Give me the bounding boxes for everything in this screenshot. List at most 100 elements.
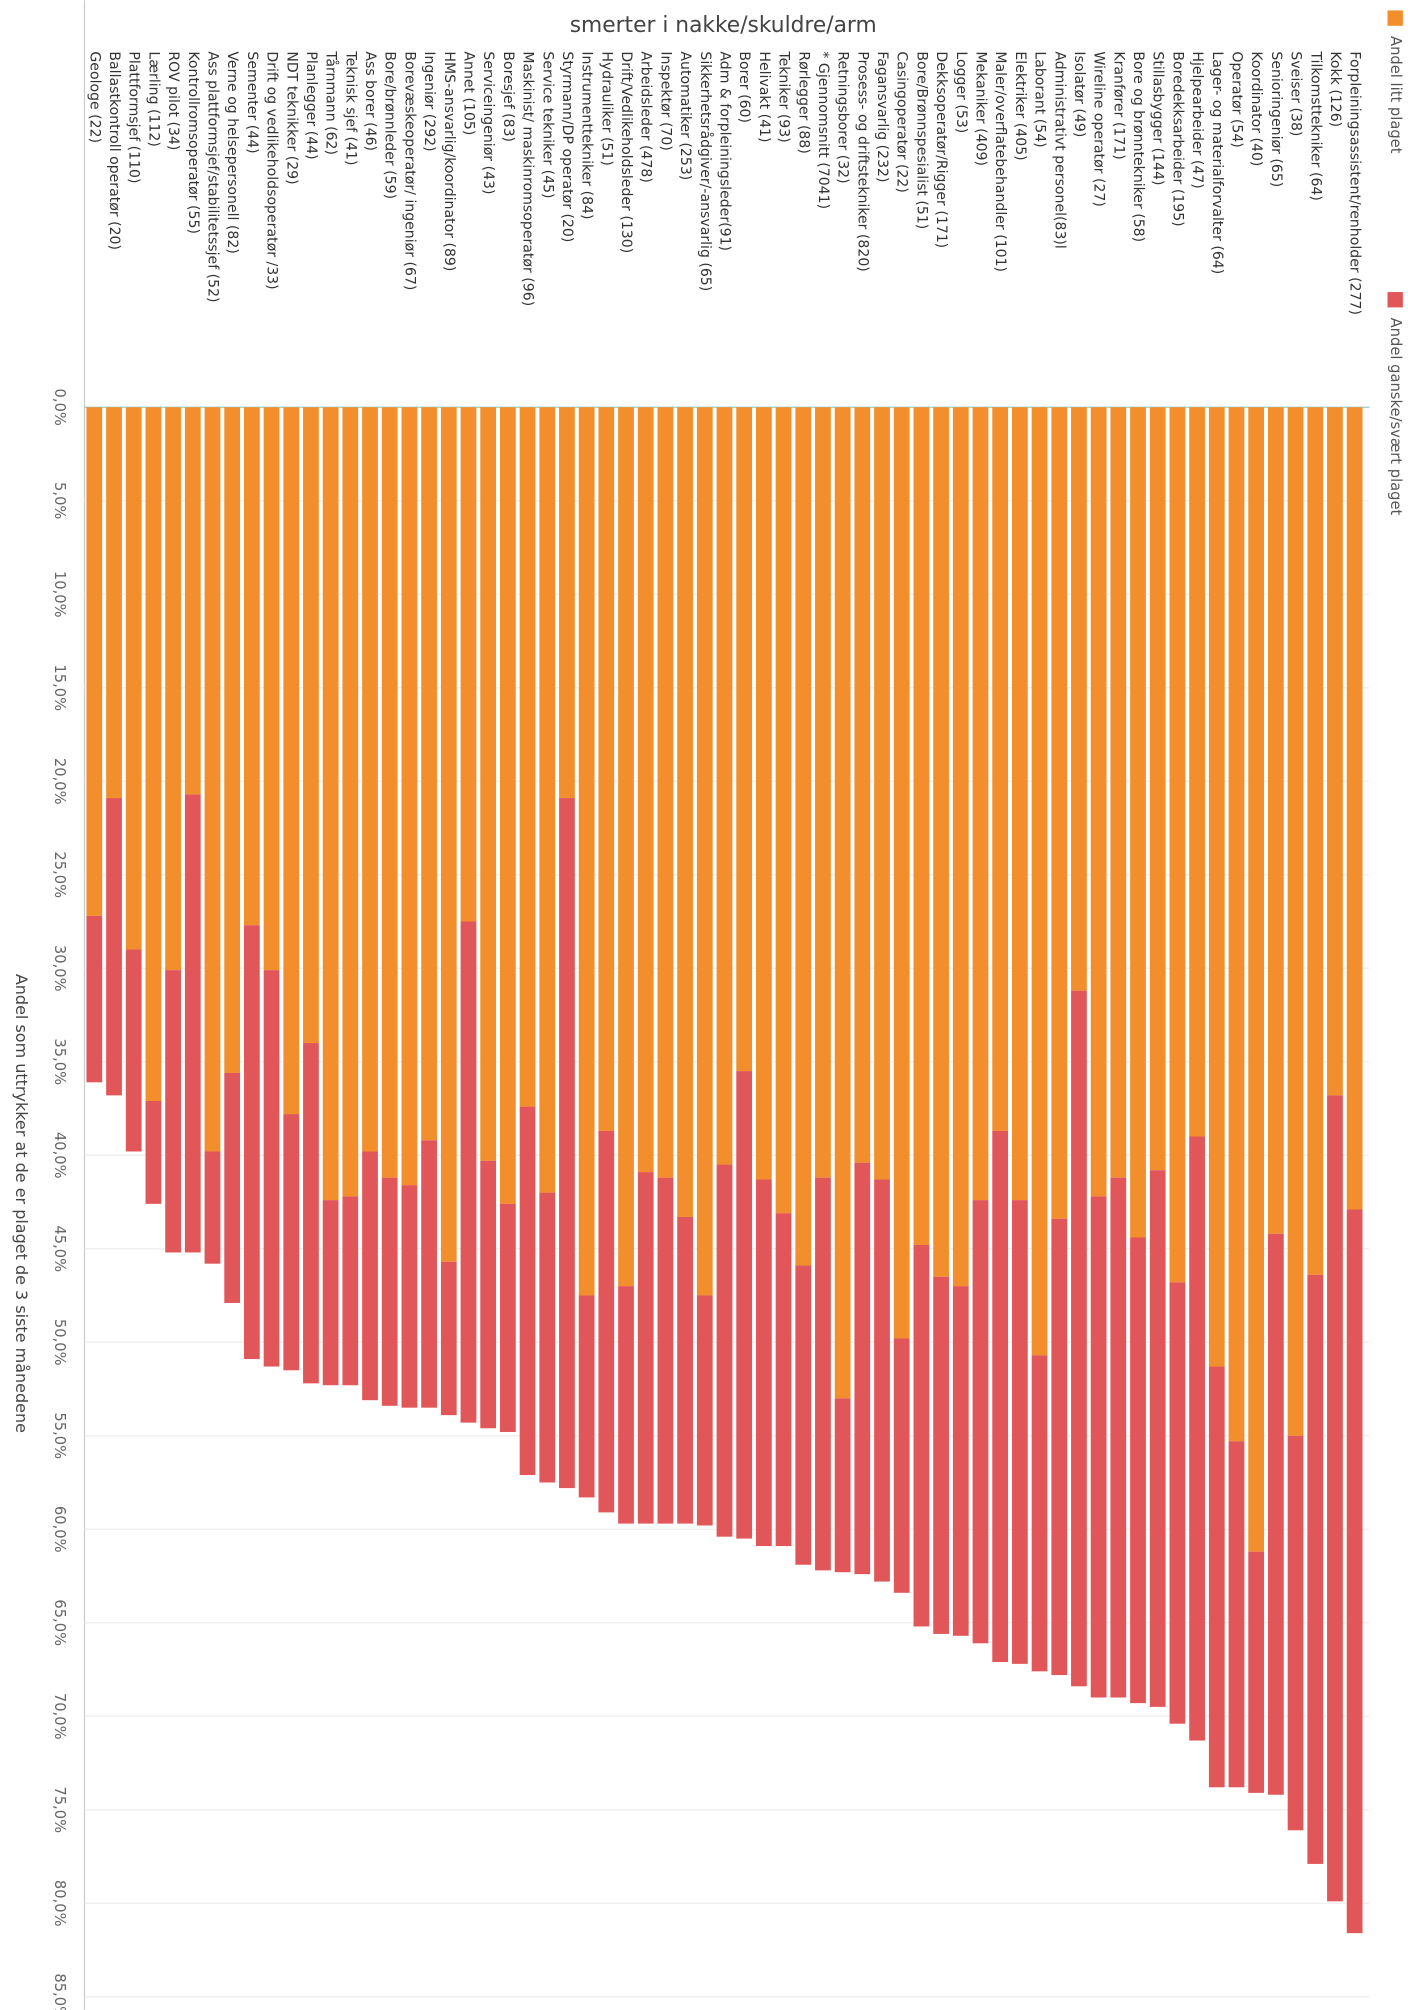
bar-segment (716, 1164, 733, 1537)
bar-segment (362, 407, 378, 1152)
bar-segment (1130, 407, 1146, 1238)
bar-segment (204, 1151, 221, 1264)
x-tick-label: Tilkomsttekniker (64) (1307, 50, 1323, 200)
x-tick-label: Kontrollromsoperatør (55) (185, 51, 201, 234)
x-tick-label: Elektriker (405) (1012, 51, 1028, 160)
y-tick-label: 85,0% (51, 1973, 68, 2010)
x-tick-label: Laborant (54) (1032, 51, 1048, 147)
bar-segment (381, 407, 398, 1178)
x-tick-label: Boredekksarbeider (195) (1169, 51, 1185, 226)
bar-segment (657, 407, 674, 1178)
bar-segment (1090, 407, 1107, 1197)
bar-segment (480, 407, 497, 1161)
x-tick-label: Forpleiningsassistent/renholder (277) (1347, 51, 1363, 315)
x-tick-label: NDT teknikker (29) (283, 51, 299, 184)
x-tick-label: Senioringeniør (65) (1268, 51, 1284, 187)
x-tick-label: Maskinist/ maskinromsoperatør (96) (520, 51, 536, 306)
bar-segment (893, 407, 910, 1339)
bar-segment (677, 1216, 693, 1524)
bar-segment (637, 1172, 654, 1524)
x-tick-label: Stillasbygger (144) (1150, 51, 1166, 185)
x-tick-label: Arbeidsleder (478) (638, 51, 654, 183)
bar-segment (795, 407, 812, 1266)
bar-segment (460, 407, 477, 922)
bar-segment (1071, 407, 1087, 991)
bar-segment (854, 1162, 871, 1575)
x-tick-label: Instrumenttekniker (84) (579, 51, 595, 219)
bar-segment (1248, 1551, 1265, 1793)
legend-label: Andel ganske/svært plaget (1387, 318, 1404, 516)
bar-segment (578, 1295, 595, 1498)
bar-segment (1346, 407, 1363, 1210)
bar-segment (1189, 407, 1205, 1137)
bar-segment (322, 407, 339, 1201)
y-tick-label: 75,0% (51, 1786, 68, 1833)
bar-segment (342, 1196, 359, 1386)
bar-segment (992, 1130, 1009, 1662)
y-tick-label: 55,0% (51, 1412, 68, 1459)
bar-segment (736, 407, 753, 1072)
bar-segment (1267, 407, 1284, 1234)
bar-segment (1090, 1196, 1107, 1698)
y-tick-label: 35,0% (51, 1038, 68, 1085)
bar-segment (263, 970, 280, 1367)
bar-segment (1149, 1170, 1166, 1707)
y-tick-label: 60,0% (51, 1506, 68, 1553)
x-tick-label: Verne og helsepersonell (82) (224, 51, 240, 253)
x-tick-label: Annet (105) (460, 51, 476, 135)
bar-segment (1169, 1282, 1186, 1724)
bar-segment (106, 798, 122, 1096)
bar-segment (1208, 407, 1225, 1367)
y-tick-label: 50,0% (51, 1319, 68, 1366)
x-tick-label: Maler/overflatebehandler (101) (992, 51, 1008, 272)
bar-segment (1248, 407, 1265, 1552)
y-tick-label: 40,0% (51, 1132, 68, 1179)
bar-segment (263, 407, 280, 971)
bar-segment (834, 407, 851, 1399)
bar-segment (637, 407, 654, 1173)
x-tick-label: Sementer (44) (244, 51, 260, 153)
bar-segment (1051, 407, 1068, 1219)
bar-segment (283, 407, 300, 1115)
bar-segment (815, 1177, 831, 1571)
bar-segment (165, 970, 181, 1253)
y-tick-label: 15,0% (51, 664, 68, 711)
x-tick-label: Adm & forpleiningsleder(91) (716, 51, 732, 251)
bar-segment (125, 949, 142, 1152)
x-tick-label: Isolatør (49) (1071, 51, 1087, 137)
bar-segment (440, 1261, 457, 1416)
bar-segment (952, 1286, 969, 1636)
bar-segment (559, 798, 575, 1489)
x-tick-label: Ingeniør (292) (421, 51, 437, 151)
bar-segment (1228, 1441, 1245, 1788)
bar-segment (204, 407, 221, 1152)
bar-segment (972, 1200, 989, 1644)
bar-segment (86, 915, 103, 1083)
x-tick-label: Sveiser (38) (1288, 51, 1304, 136)
bar-segment (283, 1114, 300, 1371)
bar-segment (1189, 1136, 1205, 1741)
y-axis-title: Andel som uttrykker at de er plaget de 3… (12, 974, 31, 1433)
x-tick-label: Lærling (112) (145, 51, 161, 146)
bar-segment (125, 407, 142, 950)
bar-segment (519, 407, 536, 1107)
bar-segment (421, 1140, 437, 1408)
bar-segment (519, 1106, 536, 1475)
bar-segment (874, 407, 890, 1180)
bar-segment (775, 407, 792, 1214)
bar-segment (1011, 407, 1028, 1201)
bar-segment (480, 1160, 497, 1429)
bar-segment (657, 1177, 674, 1524)
bar-segment (874, 1179, 890, 1582)
x-tick-label: Kranfører (171) (1110, 51, 1126, 159)
bar-segment (1110, 407, 1127, 1178)
bar-segment (795, 1265, 812, 1565)
bar-segment (834, 1398, 851, 1573)
bar-segment (224, 407, 241, 1073)
x-tick-label: Lager- og materialforvalter (64) (1209, 51, 1225, 274)
x-tick-label: Planlegger (44) (303, 51, 319, 159)
x-tick-label: Teknisk sjef (41) (342, 50, 358, 165)
bar-segment (1327, 1095, 1343, 1902)
bar-segment (539, 1192, 556, 1483)
